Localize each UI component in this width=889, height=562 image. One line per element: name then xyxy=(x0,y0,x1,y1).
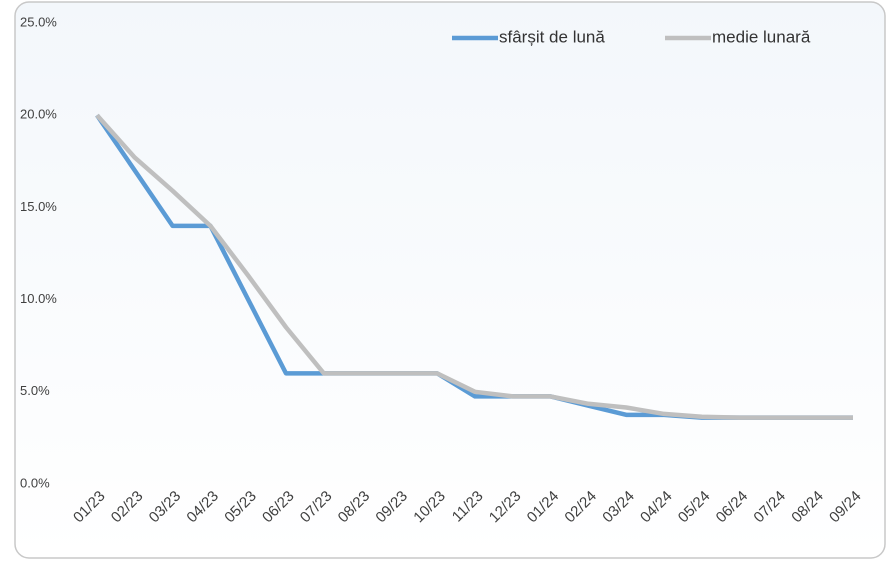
series-line xyxy=(95,113,853,420)
y-tick-label: 10.0% xyxy=(20,291,57,306)
y-tick-label: 5.0% xyxy=(20,383,50,398)
chart-frame xyxy=(14,1,886,559)
y-tick-label: 25.0% xyxy=(20,14,57,29)
y-tick-label: 0.0% xyxy=(20,475,50,490)
legend-label: sfârșit de lună xyxy=(499,27,605,46)
y-tick-label: 15.0% xyxy=(20,199,57,214)
legend-label: medie lunară xyxy=(712,27,811,46)
y-tick-label: 20.0% xyxy=(20,107,57,122)
